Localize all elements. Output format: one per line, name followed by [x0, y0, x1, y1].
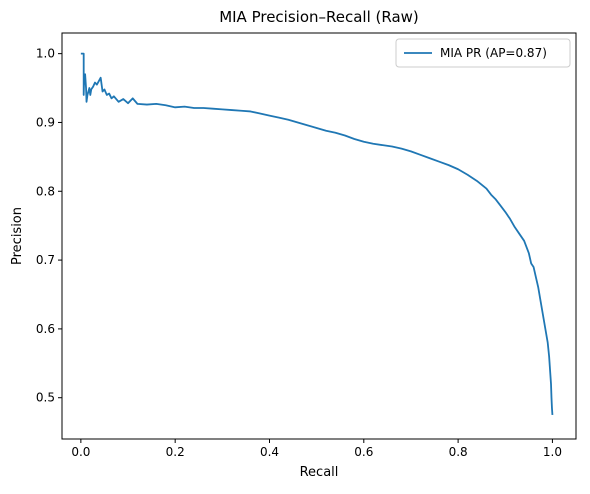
axes-frame: [61, 32, 577, 440]
y-tick-label: 0.6: [36, 322, 55, 336]
series-line-0: [80, 52, 554, 415]
x-tick-label: 0.6: [354, 445, 373, 459]
legend-label: MIA PR (AP=0.87): [440, 46, 547, 60]
y-axis-title: Precision: [10, 207, 25, 265]
legend-box: [395, 38, 571, 68]
plot-area: 0.0 0.2 0.4 0.6 0.8 1.0 0.5 0.6 0.7 0.8 0.9 1.0 MIA …: [36, 32, 577, 459]
x-tick-label: 0.4: [260, 445, 279, 459]
y-tick-label: 0.9: [36, 115, 55, 129]
y-tick-label: 0.7: [36, 253, 55, 267]
chart-title: MIA Precision–Recall (Raw): [219, 8, 419, 26]
x-axis-title: Recall: [300, 465, 339, 480]
y-tick-label: 0.5: [36, 391, 55, 405]
x-tick-label: 0.8: [449, 445, 468, 459]
y-tick-label: 0.8: [36, 184, 55, 198]
x-tick-label: 1.0: [543, 445, 562, 459]
x-tick-label: 0.2: [166, 445, 185, 459]
y-tick-label: 1.0: [36, 47, 55, 61]
x-tick-label: 0.0: [71, 445, 90, 459]
